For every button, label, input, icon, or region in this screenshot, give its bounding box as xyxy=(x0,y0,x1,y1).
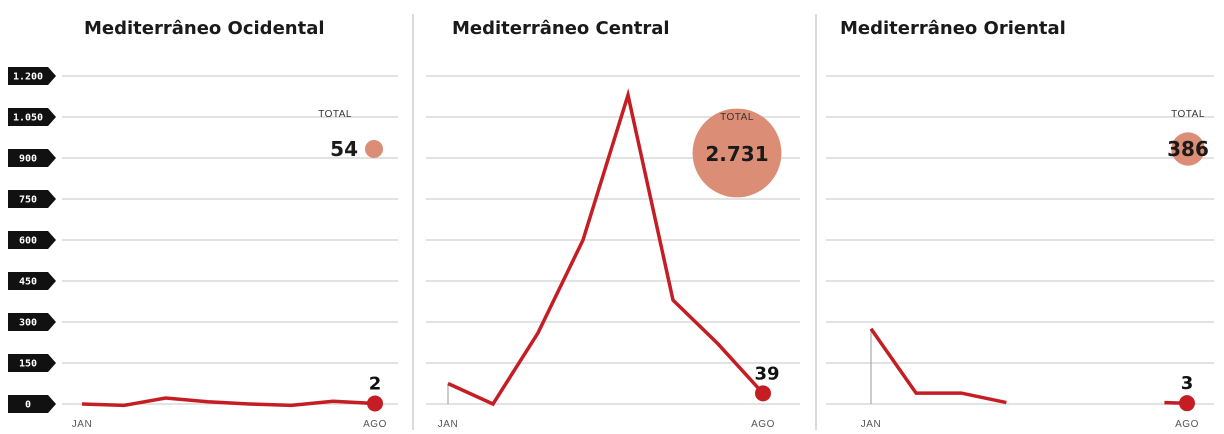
y-tick-label: 1.050 xyxy=(13,113,43,124)
x-label-start: JAN xyxy=(72,419,92,430)
end-value-label: 2 xyxy=(369,373,382,394)
y-tick-tag: 450 xyxy=(8,272,56,290)
end-dot xyxy=(1179,395,1195,412)
y-tick-label: 300 xyxy=(19,318,37,329)
y-tick-shape xyxy=(8,354,56,372)
panel-mediterraneo-ocidental: Mediterrâneo Ocidental TOTAL 54 2 JAN AGO xyxy=(62,18,398,430)
x-label-end: AGO xyxy=(751,419,775,430)
y-tick-tag: 600 xyxy=(8,231,56,249)
y-tick-tag: 150 xyxy=(8,354,56,372)
y-tick-shape xyxy=(8,149,56,167)
y-tick-shape xyxy=(8,67,56,85)
series-line xyxy=(81,396,376,408)
series-line xyxy=(447,88,765,407)
x-label-start: JAN xyxy=(438,419,458,430)
y-tick-tag: 1.200 xyxy=(8,67,56,85)
y-tick-shape xyxy=(8,272,56,290)
panel-mediterraneo-central: Mediterrâneo Central TOTAL 2.731 39 JAN AGO xyxy=(426,18,800,430)
x-label-end: AGO xyxy=(1175,419,1199,430)
y-tick-label: 450 xyxy=(19,277,37,288)
total-label: TOTAL xyxy=(1171,109,1205,120)
total-label: TOTAL xyxy=(318,109,352,120)
y-tick-shape xyxy=(8,313,56,331)
y-tick-tag: 1.050 xyxy=(8,108,56,126)
panel-title: Mediterrâneo Ocidental xyxy=(84,18,325,39)
end-dot xyxy=(755,385,771,402)
y-tick-label: 750 xyxy=(19,195,37,206)
y-tick-tag: 750 xyxy=(8,190,56,208)
panel-title: Mediterrâneo Oriental xyxy=(840,18,1066,39)
y-tick-label: 600 xyxy=(19,236,37,247)
x-label-start: JAN xyxy=(861,419,881,430)
end-value-label: 3 xyxy=(1181,373,1194,394)
total-value: 2.731 xyxy=(705,142,768,166)
total-label: TOTAL xyxy=(720,112,754,123)
x-label-end: AGO xyxy=(363,419,387,430)
y-tick-shape xyxy=(8,190,56,208)
total-bubble xyxy=(1171,132,1205,166)
y-tick-tag: 300 xyxy=(8,313,56,331)
total-bubble xyxy=(692,108,782,198)
y-tick-label: 0 xyxy=(25,400,31,411)
panel-title: Mediterrâneo Central xyxy=(452,18,670,39)
y-tick-shape xyxy=(8,395,56,413)
y-tick-tag: 900 xyxy=(8,149,56,167)
total-value: 386 xyxy=(1167,137,1209,161)
y-tick-shape xyxy=(8,108,56,126)
y-tick-label: 1.200 xyxy=(13,72,43,83)
end-dot xyxy=(367,395,383,412)
total-value: 54 xyxy=(330,137,358,161)
y-tick-shape xyxy=(8,231,56,249)
total-bubble xyxy=(365,140,383,158)
y-tick-label: 150 xyxy=(19,359,37,370)
series-line xyxy=(869,327,1007,405)
y-tick-label: 900 xyxy=(19,154,37,165)
end-value-label: 39 xyxy=(754,363,779,384)
panel-mediterraneo-oriental: Mediterrâneo Oriental TOTAL 386 3 JAN AGO xyxy=(826,18,1214,430)
y-tick-tag: 0 xyxy=(8,395,56,413)
